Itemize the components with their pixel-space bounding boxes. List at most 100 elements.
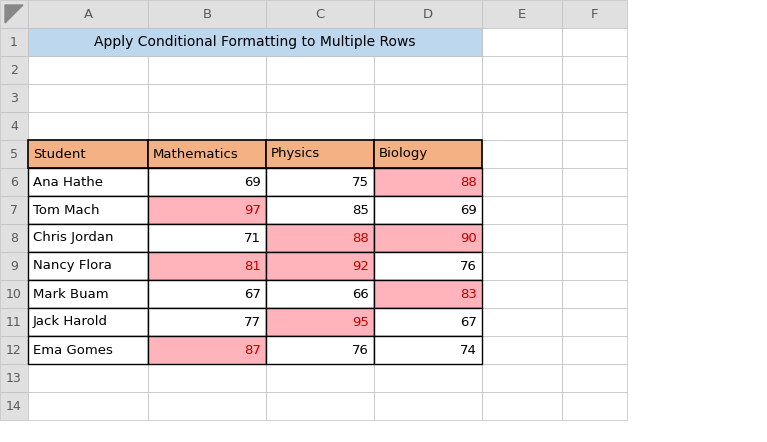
Bar xyxy=(148,196,266,224)
Text: 76: 76 xyxy=(460,259,477,273)
Bar xyxy=(266,196,374,224)
Text: 83: 83 xyxy=(460,287,477,301)
Text: 71: 71 xyxy=(244,232,261,244)
Bar xyxy=(482,280,562,308)
Bar xyxy=(148,56,266,84)
Bar xyxy=(0,336,28,364)
Text: 2: 2 xyxy=(10,64,18,76)
Bar xyxy=(266,280,374,308)
Bar xyxy=(374,196,482,224)
Text: 85: 85 xyxy=(352,203,369,217)
Bar xyxy=(0,112,28,140)
Bar xyxy=(482,0,562,28)
Text: 4: 4 xyxy=(10,119,18,133)
Text: Nancy Flora: Nancy Flora xyxy=(33,259,112,273)
Bar xyxy=(562,392,627,420)
Bar xyxy=(266,308,374,336)
Bar xyxy=(148,224,266,252)
Bar xyxy=(266,280,374,308)
Text: 81: 81 xyxy=(244,259,261,273)
Bar xyxy=(28,168,148,196)
Bar xyxy=(562,196,627,224)
Text: 67: 67 xyxy=(244,287,261,301)
Bar xyxy=(482,168,562,196)
Text: 88: 88 xyxy=(352,232,369,244)
Bar xyxy=(28,28,482,56)
Bar xyxy=(266,84,374,112)
Bar xyxy=(28,28,148,56)
Text: B: B xyxy=(202,8,212,20)
Bar xyxy=(148,252,266,280)
Bar xyxy=(266,168,374,196)
Text: 8: 8 xyxy=(10,232,18,244)
Bar xyxy=(266,140,374,168)
Bar xyxy=(0,196,28,224)
Bar xyxy=(28,392,148,420)
Text: 14: 14 xyxy=(6,400,22,412)
Bar xyxy=(266,140,374,168)
Bar xyxy=(374,140,482,168)
Bar xyxy=(28,364,148,392)
Bar xyxy=(148,112,266,140)
Text: 90: 90 xyxy=(460,232,477,244)
Bar xyxy=(148,224,266,252)
Bar xyxy=(562,56,627,84)
Text: 3: 3 xyxy=(10,91,18,104)
Text: 77: 77 xyxy=(244,316,261,328)
Bar xyxy=(28,0,148,28)
Bar xyxy=(28,336,148,364)
Text: 5: 5 xyxy=(10,148,18,160)
Bar xyxy=(266,392,374,420)
Bar xyxy=(562,140,627,168)
Bar xyxy=(148,336,266,364)
Bar xyxy=(28,308,148,336)
Bar xyxy=(0,84,28,112)
Bar xyxy=(374,224,482,252)
Polygon shape xyxy=(5,5,23,23)
Bar xyxy=(148,28,266,56)
Text: 74: 74 xyxy=(460,343,477,357)
Text: D: D xyxy=(423,8,433,20)
Bar xyxy=(562,364,627,392)
Bar xyxy=(374,168,482,196)
Bar xyxy=(148,364,266,392)
Text: Tom Mach: Tom Mach xyxy=(33,203,100,217)
Bar xyxy=(374,196,482,224)
Bar xyxy=(148,308,266,336)
Bar xyxy=(266,28,374,56)
Text: 88: 88 xyxy=(460,175,477,188)
Bar xyxy=(0,28,28,56)
Bar xyxy=(266,252,374,280)
Bar xyxy=(0,392,28,420)
Bar xyxy=(28,280,148,308)
Bar xyxy=(374,252,482,280)
Text: Mark Buam: Mark Buam xyxy=(33,287,109,301)
Bar xyxy=(482,392,562,420)
Bar xyxy=(148,0,266,28)
Text: 10: 10 xyxy=(6,287,22,301)
Bar xyxy=(374,0,482,28)
Text: Apply Conditional Formatting to Multiple Rows: Apply Conditional Formatting to Multiple… xyxy=(94,35,416,49)
Bar xyxy=(374,392,482,420)
Bar xyxy=(148,140,266,168)
Bar xyxy=(28,168,148,196)
Text: Student: Student xyxy=(33,148,86,160)
Text: Physics: Physics xyxy=(271,148,321,160)
Bar xyxy=(0,140,28,168)
Bar xyxy=(374,252,482,280)
Text: 97: 97 xyxy=(244,203,261,217)
Bar xyxy=(374,364,482,392)
Bar xyxy=(482,252,562,280)
Bar xyxy=(0,252,28,280)
Bar xyxy=(148,196,266,224)
Bar xyxy=(562,308,627,336)
Text: 69: 69 xyxy=(460,203,477,217)
Bar xyxy=(0,280,28,308)
Bar xyxy=(562,84,627,112)
Bar xyxy=(374,280,482,308)
Text: 69: 69 xyxy=(244,175,261,188)
Bar xyxy=(148,84,266,112)
Bar xyxy=(374,336,482,364)
Text: Chris Jordan: Chris Jordan xyxy=(33,232,114,244)
Bar xyxy=(562,224,627,252)
